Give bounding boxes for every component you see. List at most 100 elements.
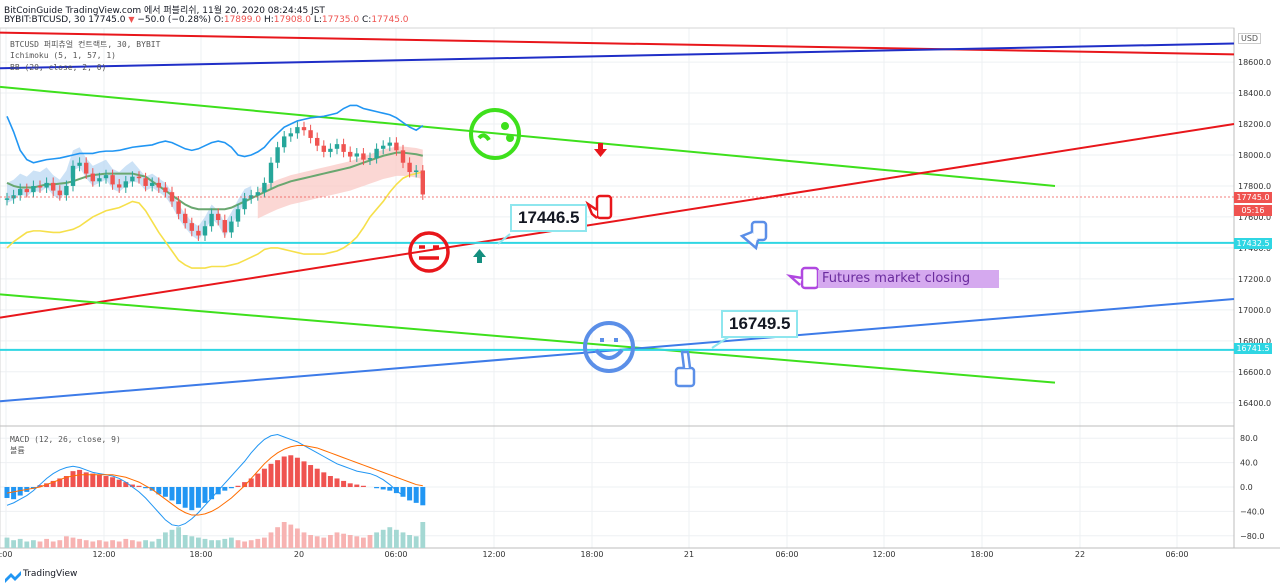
macd-hist-bar (116, 479, 122, 487)
macd-hist-bar (162, 487, 168, 497)
bb-legend[interactable]: BB (20, close, 2, 0) (10, 63, 107, 72)
candle-body (321, 145, 326, 152)
candle-body (31, 185, 36, 193)
futures-closing-label[interactable]: Futures market closing (818, 270, 999, 288)
trend-line-3 (0, 123, 1235, 319)
macd-tick: −40.0 (1240, 507, 1265, 516)
macd-hist-bar (248, 478, 254, 487)
price-tick: 16800.0 (1238, 337, 1271, 346)
macd-hist-bar (268, 463, 274, 487)
ichimoku-legend[interactable]: Ichimoku (5, 1, 57, 1) (10, 51, 116, 60)
bb-mid-line (6, 151, 424, 211)
time-tick: 12:00 (482, 550, 505, 559)
happy-face-icon[interactable] (583, 321, 635, 373)
trend-line-0 (0, 31, 1235, 56)
candle-body (37, 185, 43, 188)
macd-hist-bar (169, 487, 175, 501)
price-tick: 18400.0 (1238, 89, 1271, 98)
macd-hist-bar (129, 484, 135, 487)
red-hand-pointer-icon[interactable] (585, 194, 613, 220)
macd-hist-bar (195, 487, 201, 508)
level-tag-2: 16741.5 (1234, 343, 1272, 354)
macd-hist-bar (63, 476, 69, 487)
volume-bar (83, 540, 89, 548)
macd-hist-bar (228, 487, 234, 489)
ohlc-header: BYBIT:BTCUSD, 30 17745.0 ▼ −50.0 (−0.28%… (4, 15, 409, 25)
red-down-arrow-icon[interactable] (594, 143, 607, 157)
volume-bar (77, 538, 82, 548)
candle-body (143, 178, 148, 186)
purple-hand-pointer-icon[interactable] (785, 266, 820, 290)
volume-bar (341, 533, 346, 548)
candle-body (394, 142, 399, 151)
volume-bar (314, 536, 320, 548)
macd-legend-title: MACD (12, 26, close, 9) (10, 435, 121, 444)
volume-bar (367, 535, 373, 548)
neutral-face-icon[interactable] (408, 231, 450, 273)
candle-body (301, 127, 307, 131)
time-axis-labels: :00 12:00 18:00 20 06:00 12:00 18:00 21 06:00 12:… (0, 550, 1189, 559)
symbol-label: BYBIT:BTCUSD, 30 (4, 15, 86, 25)
tradingview-logo-icon (5, 571, 21, 583)
callout-17446[interactable]: 17446.5 (510, 204, 588, 232)
time-tick: 18:00 (189, 550, 212, 559)
macd-hist-bar (176, 487, 182, 505)
horizontal-levels[interactable] (0, 241, 1234, 351)
volume-bar (50, 541, 56, 548)
macd-tick: 80.0 (1240, 434, 1258, 443)
volume-bar (262, 537, 267, 548)
macd-hist-bar (103, 476, 109, 487)
macd-pane (4, 434, 426, 548)
candle-body (196, 230, 201, 236)
currency-selector[interactable]: USD (1238, 33, 1262, 44)
ichimoku-cloud (7, 146, 423, 241)
volume-bar (143, 540, 148, 548)
candle-body (189, 223, 194, 231)
price-tick: 17600.0 (1238, 213, 1271, 222)
candle-body (64, 185, 69, 196)
symbol-legend[interactable]: BTCUSD 퍼피츄얼 컨트랙트, 30, BYBIT (10, 40, 161, 49)
candle-body (235, 209, 241, 222)
candle-body (24, 189, 29, 193)
candle-body (84, 162, 89, 174)
macd-hist-bar (149, 487, 155, 491)
last-price: 17745.0 (88, 15, 126, 25)
confused-face-icon[interactable] (469, 108, 521, 160)
candle-body (374, 148, 379, 159)
trend-lines[interactable] (0, 31, 1235, 403)
tradingview-brand[interactable]: TradingView (4, 569, 77, 579)
callout-16749[interactable]: 16749.5 (721, 310, 799, 338)
blue-hand-pointer-icon-1[interactable] (739, 220, 768, 251)
macd-hist-bar (57, 478, 63, 487)
candle-body (103, 175, 109, 179)
price-tick: 17200.0 (1238, 275, 1271, 284)
macd-legend[interactable]: MACD (12, 26, close, 9) 볼륨 (10, 434, 121, 456)
candle-body (209, 213, 214, 227)
cloud-red (257, 146, 423, 219)
macd-hist-bar (374, 487, 380, 489)
volume-bar (176, 527, 181, 548)
candle-body (44, 182, 49, 188)
volume-bar (116, 541, 122, 548)
candle-body (367, 158, 373, 160)
level-tag-1: 17432.5 (1234, 238, 1272, 249)
candle-body (90, 173, 95, 182)
candle-body (123, 181, 128, 188)
grid-lines (0, 28, 1234, 548)
volume-bar (209, 540, 214, 548)
time-tick: :00 (0, 550, 12, 559)
price-tick: 18200.0 (1238, 120, 1271, 129)
macd-hist-bar (136, 485, 142, 487)
macd-hist-bar (308, 465, 314, 487)
blue-hand-pointer-icon-2[interactable] (674, 350, 696, 388)
volume-bar (202, 538, 208, 548)
macd-hist-bar (354, 484, 360, 487)
volume-bar (215, 540, 221, 548)
macd-hist-bar (77, 469, 83, 487)
bollinger-bands (6, 104, 424, 269)
candle-body (156, 182, 161, 188)
macd-tick: 0.0 (1240, 483, 1253, 492)
volume-bar (196, 537, 201, 548)
teal-up-arrow-icon[interactable] (473, 249, 486, 263)
